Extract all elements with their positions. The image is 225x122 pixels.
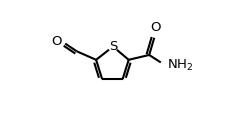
Text: S: S bbox=[108, 40, 117, 53]
Text: NH$_2$: NH$_2$ bbox=[166, 58, 192, 73]
Text: O: O bbox=[51, 35, 61, 48]
Text: O: O bbox=[149, 21, 160, 35]
